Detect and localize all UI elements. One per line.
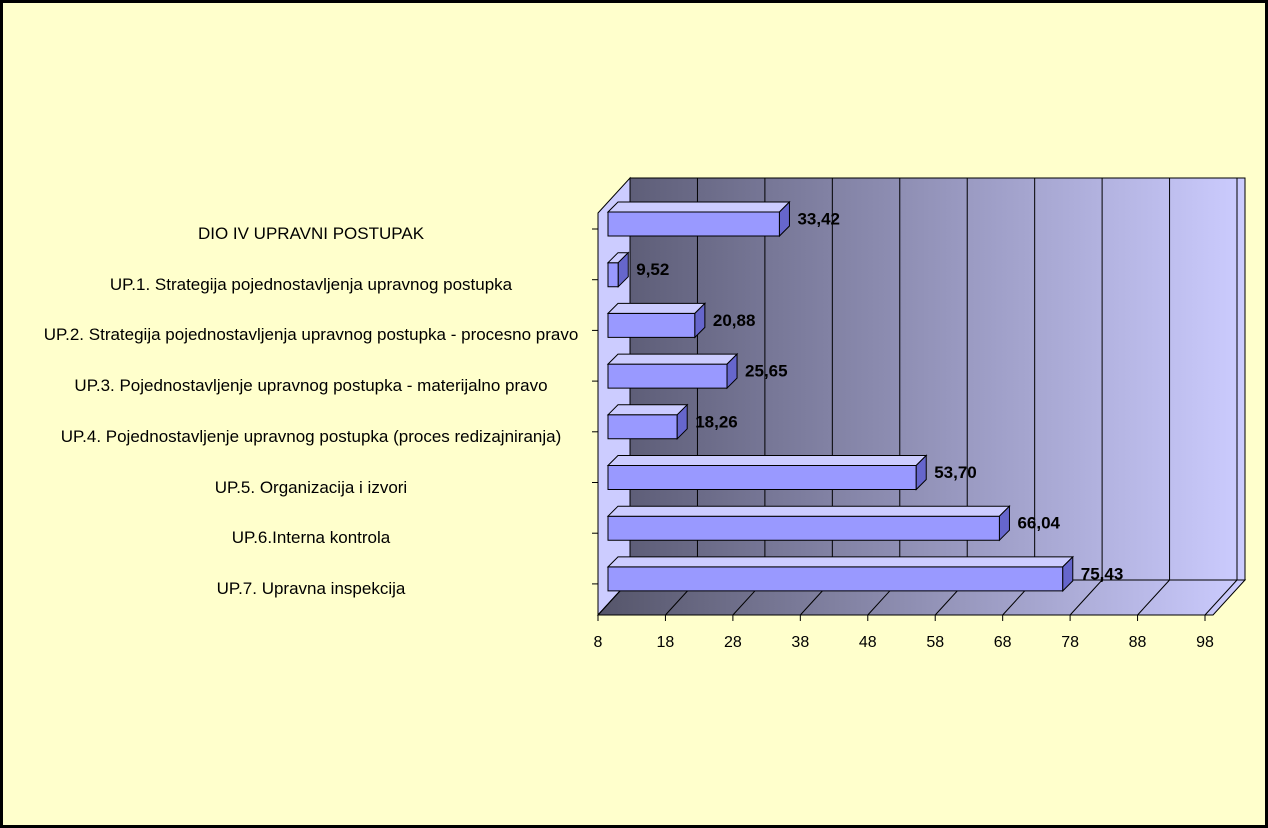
bar — [606, 251, 630, 288]
floor-grid-line — [1137, 579, 1170, 616]
x-tick-label: 88 — [1129, 634, 1147, 651]
bar-side — [694, 302, 706, 339]
side-wall — [597, 176, 631, 617]
bar-top — [606, 556, 1074, 568]
bar — [606, 403, 689, 441]
x-tick-label: 38 — [791, 634, 809, 651]
value-label: 33,42 — [797, 209, 840, 228]
bar-front — [607, 465, 917, 490]
x-tick-label: 8 — [594, 634, 603, 651]
bar-top — [606, 455, 928, 466]
y-tick-label: UP.4. Pojednostavljenje upravnog postupk… — [60, 426, 562, 446]
value-label: 20,88 — [713, 311, 756, 330]
bar-top — [606, 201, 791, 213]
y-tick-label: UP.7. Upravna inspekcija — [216, 578, 406, 598]
bar-side — [778, 200, 790, 238]
value-label: 18,26 — [695, 412, 738, 431]
bar-side — [617, 251, 629, 288]
x-tick-label: 58 — [926, 634, 944, 651]
x-tick-label: 98 — [1196, 634, 1214, 651]
bar-top — [606, 302, 707, 314]
bar — [606, 555, 1074, 593]
y-tick-label: UP.6.Interna kontrola — [231, 528, 391, 548]
bar-front — [607, 211, 780, 237]
floor-grid-line — [1204, 579, 1238, 616]
bar-front — [607, 262, 619, 288]
bar-front — [607, 515, 1000, 541]
value-label: 9,52 — [636, 260, 669, 279]
bar — [606, 454, 928, 491]
bar-front — [607, 312, 696, 338]
value-label: 25,65 — [745, 362, 788, 381]
bar-front — [607, 566, 1064, 592]
bar-side — [676, 403, 688, 441]
y-tick-label: UP.2. Strategija pojednostavljenja uprav… — [43, 325, 579, 345]
bar-front — [607, 363, 728, 389]
bar-side — [1062, 555, 1074, 593]
value-label: 66,04 — [1017, 514, 1060, 533]
bar-top — [606, 353, 739, 365]
y-tick-label: DIO IV UPRAVNI POSTUPAK — [197, 224, 425, 243]
x-tick-label: 78 — [1061, 634, 1079, 651]
floor-grid-line — [1069, 579, 1103, 616]
bar — [606, 302, 707, 339]
bar-top — [606, 404, 689, 416]
bar — [606, 504, 1011, 542]
bar-side — [915, 454, 927, 491]
x-tick-label: 18 — [657, 634, 675, 651]
x-tick-label: 48 — [859, 634, 877, 651]
x-tick-label: 28 — [724, 634, 742, 651]
y-tick-label: UP.1. Strategija pojednostavljenja uprav… — [109, 274, 513, 294]
bar — [606, 200, 791, 238]
value-label: 53,70 — [934, 463, 977, 482]
bar-side — [998, 504, 1010, 542]
bar-side — [726, 352, 738, 390]
bar — [606, 352, 739, 390]
value-label: 75,43 — [1081, 564, 1124, 583]
bar-top — [606, 505, 1011, 517]
y-tick-label: UP.5. Organizacija i izvori — [214, 477, 408, 497]
y-tick-label: UP.3. Pojednostavljenje upravnog postupk… — [74, 376, 548, 396]
chart-svg: 8 18 28 38 48 58 68 78 88 98 33,42 9,52 20,88 25,65 18… — [592, 176, 1247, 651]
bar-front — [607, 414, 678, 440]
x-tick-label: 68 — [994, 634, 1012, 651]
